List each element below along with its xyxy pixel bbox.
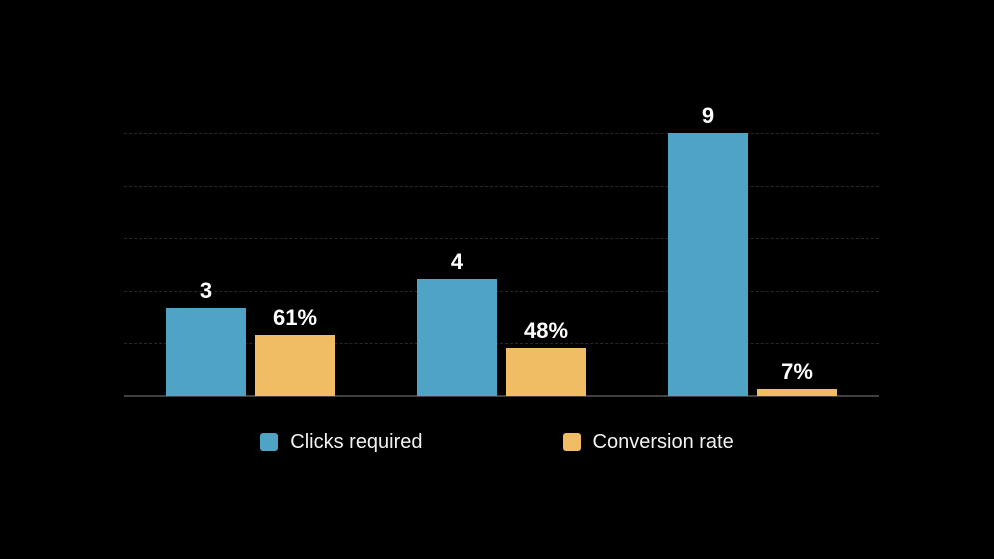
conversion-bar-group2: 48% xyxy=(506,320,586,396)
chart-plot-area: 3 61% 4 48% 9 7% xyxy=(124,105,879,397)
x-axis-line xyxy=(124,395,879,397)
bar-value-label: 3 xyxy=(199,278,213,304)
clicks-swatch-icon xyxy=(260,433,279,451)
bar-value-label: 7% xyxy=(781,359,813,384)
clicks-bar-group2: 4 xyxy=(417,251,497,396)
legend-item-conversion: Conversion rate xyxy=(562,430,734,454)
conversion-bar-group1: 61% xyxy=(255,307,335,396)
gridline xyxy=(124,343,879,345)
bar-value-label: 61% xyxy=(272,305,318,330)
conversion-swatch-icon xyxy=(562,433,581,451)
conversion-bar-group3: 7% xyxy=(757,361,837,396)
legend-item-clicks: Clicks required xyxy=(260,430,423,454)
gridline xyxy=(124,290,879,292)
clicks-bar-group3: 9 xyxy=(668,105,748,396)
gridline xyxy=(124,238,879,240)
legend-label: Conversion rate xyxy=(592,431,734,453)
clicks-bar-group1: 3 xyxy=(166,280,246,396)
bar-value-label: 48% xyxy=(523,318,569,343)
gridline xyxy=(124,185,879,187)
gridline xyxy=(124,133,879,134)
chart-legend: Clicks required Conversion rate xyxy=(0,430,994,454)
bar-value-label: 9 xyxy=(701,103,715,129)
bar-value-label: 4 xyxy=(450,249,464,275)
legend-label: Clicks required xyxy=(290,431,423,453)
